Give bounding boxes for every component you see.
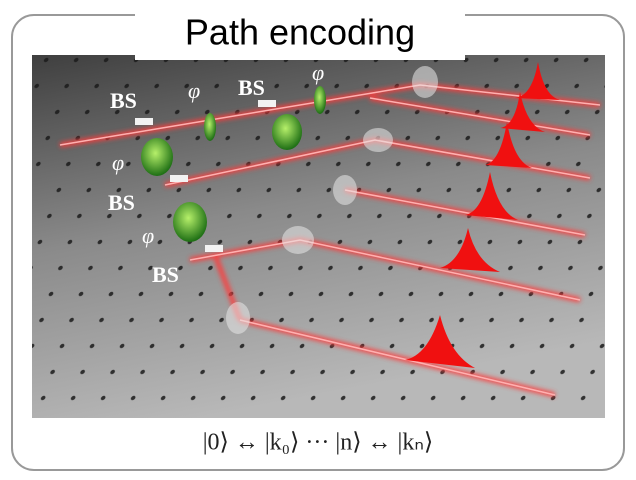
- phi-label: φ: [112, 150, 124, 175]
- bs-label: BS: [108, 190, 135, 215]
- bs-label: BS: [110, 88, 137, 113]
- figure: BS BS BS BS φ φ φ φ Path encoding |0⟩ ↔ …: [0, 0, 636, 480]
- setup-image: BS BS BS BS φ φ φ φ: [32, 55, 605, 418]
- phi-label: φ: [312, 60, 324, 85]
- phi-label: φ: [142, 223, 154, 248]
- formula: |0⟩ ↔ |k₀⟩ ··· |n⟩ ↔ |kₙ⟩: [203, 430, 434, 456]
- phi-label: φ: [188, 78, 200, 103]
- title: Path encoding: [185, 12, 415, 53]
- bs-label: BS: [238, 75, 265, 100]
- bs-label: BS: [152, 262, 179, 287]
